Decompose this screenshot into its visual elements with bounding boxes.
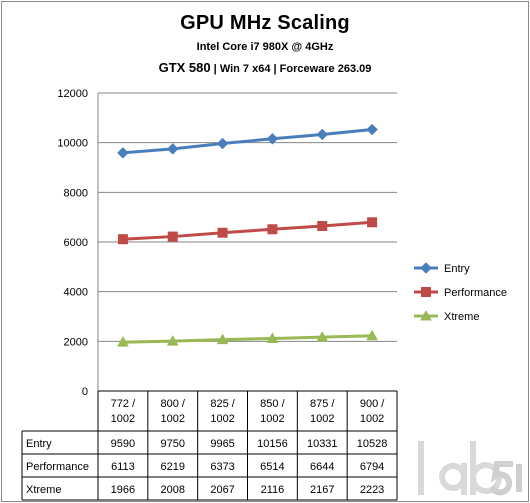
data-point-entry: [117, 147, 129, 159]
table-cell: 2067: [210, 484, 234, 496]
data-point-entry: [266, 133, 279, 145]
data-point-xtreme: [216, 333, 229, 345]
y-tick-label: 8000: [64, 187, 88, 199]
x-tick-label: 1002: [161, 413, 185, 425]
legend-marker-entry: [420, 262, 432, 274]
table-cell: 9750: [161, 438, 185, 450]
data-point-xtreme: [366, 329, 378, 341]
x-tick-label: 800 /: [161, 398, 186, 410]
data-point-performance: [317, 221, 328, 232]
chart-subtitle-config: GTX 580 | Win 7 x64 | Forceware 263.09: [0, 60, 530, 75]
table-cell: 6514: [260, 461, 284, 473]
series-line-xtreme: [122, 334, 373, 344]
y-tick-label: 12000: [57, 88, 88, 100]
y-tick-label: 2000: [64, 336, 88, 348]
series-line-performance: [122, 220, 373, 241]
table-cell: 2008: [161, 484, 185, 496]
data-point-entry: [216, 137, 229, 150]
table-series-label: Performance: [26, 461, 89, 473]
table-cell: 6794: [360, 461, 384, 473]
x-tick-label: 1002: [360, 413, 384, 425]
data-point-entry: [316, 128, 328, 141]
data-point-entry: [167, 143, 179, 155]
data-point-xtreme: [266, 332, 279, 343]
table-cell: 2116: [261, 484, 285, 496]
data-point-xtreme: [316, 331, 329, 342]
table-cell: 10528: [357, 438, 388, 450]
data-point-entry: [366, 123, 378, 136]
table-cell: 2167: [310, 484, 334, 496]
y-tick-label: 10000: [57, 138, 88, 150]
x-tick-label: 1002: [111, 413, 135, 425]
data-point-performance: [367, 217, 378, 228]
data-point-performance: [117, 234, 128, 245]
config-details: | Win 7 x64 | Forceware 263.09: [210, 63, 372, 75]
data-point-performance: [167, 231, 178, 242]
x-tick-label: 825 /: [210, 398, 235, 410]
x-tick-label: 1002: [260, 413, 284, 425]
table-series-label: Xtreme: [26, 484, 61, 496]
legend-label-entry: Entry: [444, 263, 470, 275]
data-point-performance: [217, 227, 228, 238]
table-cell: 6113: [111, 461, 135, 473]
chart-title: GPU MHz Scaling: [180, 12, 350, 34]
legend-marker-performance: [421, 287, 431, 297]
y-tick-label: 4000: [64, 287, 88, 299]
table-cell: 9590: [111, 438, 135, 450]
gpu-name: GTX 580: [158, 60, 211, 75]
table-cell: 9965: [210, 438, 234, 450]
legend-label-performance: Performance: [444, 287, 507, 299]
table-cell: 10156: [257, 438, 288, 450]
x-tick-label: 900 /: [360, 398, 385, 410]
y-tick-label: 0: [82, 386, 88, 398]
table-cell: 6644: [310, 461, 334, 473]
data-point-xtreme: [117, 336, 129, 347]
table-cell: 6219: [161, 461, 185, 473]
x-tick-label: 772 /: [111, 398, 136, 410]
table-cell: 10331: [307, 438, 338, 450]
data-point-xtreme: [166, 335, 179, 346]
table-cell: 6373: [210, 461, 234, 473]
series-line-entry: [122, 128, 373, 155]
data-point-performance: [267, 224, 278, 235]
x-tick-label: 1002: [210, 413, 234, 425]
table-series-label: Entry: [26, 438, 52, 450]
lab501-watermark-logo: [418, 441, 522, 496]
legend-marker-xtreme: [420, 309, 432, 321]
x-tick-label: 875 /: [310, 398, 335, 410]
x-tick-label: 1002: [310, 413, 334, 425]
table-cell: 2223: [360, 484, 384, 496]
chart-subtitle-cpu: Intel Core i7 980X @ 4GHz: [196, 41, 334, 53]
y-tick-label: 6000: [64, 237, 88, 249]
legend-label-xtreme: Xtreme: [444, 311, 479, 323]
table-cell: 1966: [111, 484, 135, 496]
x-tick-label: 850 /: [260, 398, 285, 410]
